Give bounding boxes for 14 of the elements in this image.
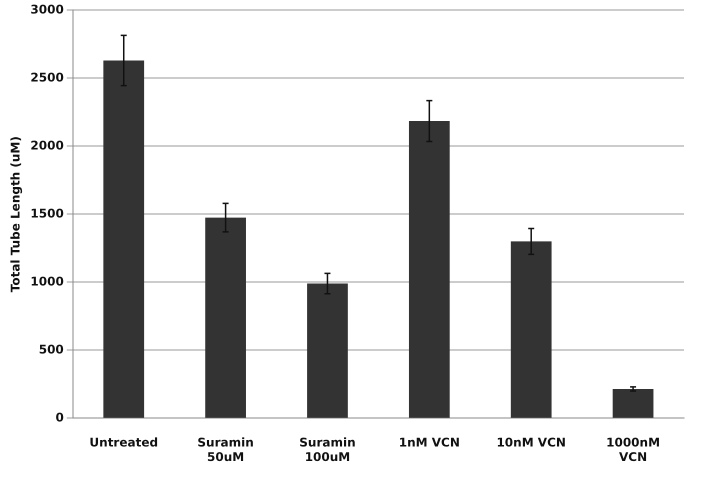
y-tick-label: 500 bbox=[38, 342, 64, 356]
y-tick-label: 1500 bbox=[30, 206, 64, 220]
x-tick-label: 1000nM VCN bbox=[606, 436, 660, 464]
y-axis-title: Total Tube Length (uM) bbox=[8, 136, 22, 292]
x-tick-label: 10nM VCN bbox=[496, 436, 566, 450]
y-tick-label: 1000 bbox=[30, 274, 64, 288]
y-tick-label: 2000 bbox=[30, 138, 64, 152]
y-tick-label: 3000 bbox=[30, 2, 64, 16]
y-tick-label: 0 bbox=[55, 410, 64, 424]
x-tick-label: Untreated bbox=[89, 436, 158, 450]
y-tick-label: 2500 bbox=[30, 70, 64, 84]
x-tick-label: 1nM VCN bbox=[398, 436, 460, 450]
x-tick-label: Suramin 50uM bbox=[197, 436, 254, 464]
x-tick-label: Suramin 100uM bbox=[299, 436, 356, 464]
